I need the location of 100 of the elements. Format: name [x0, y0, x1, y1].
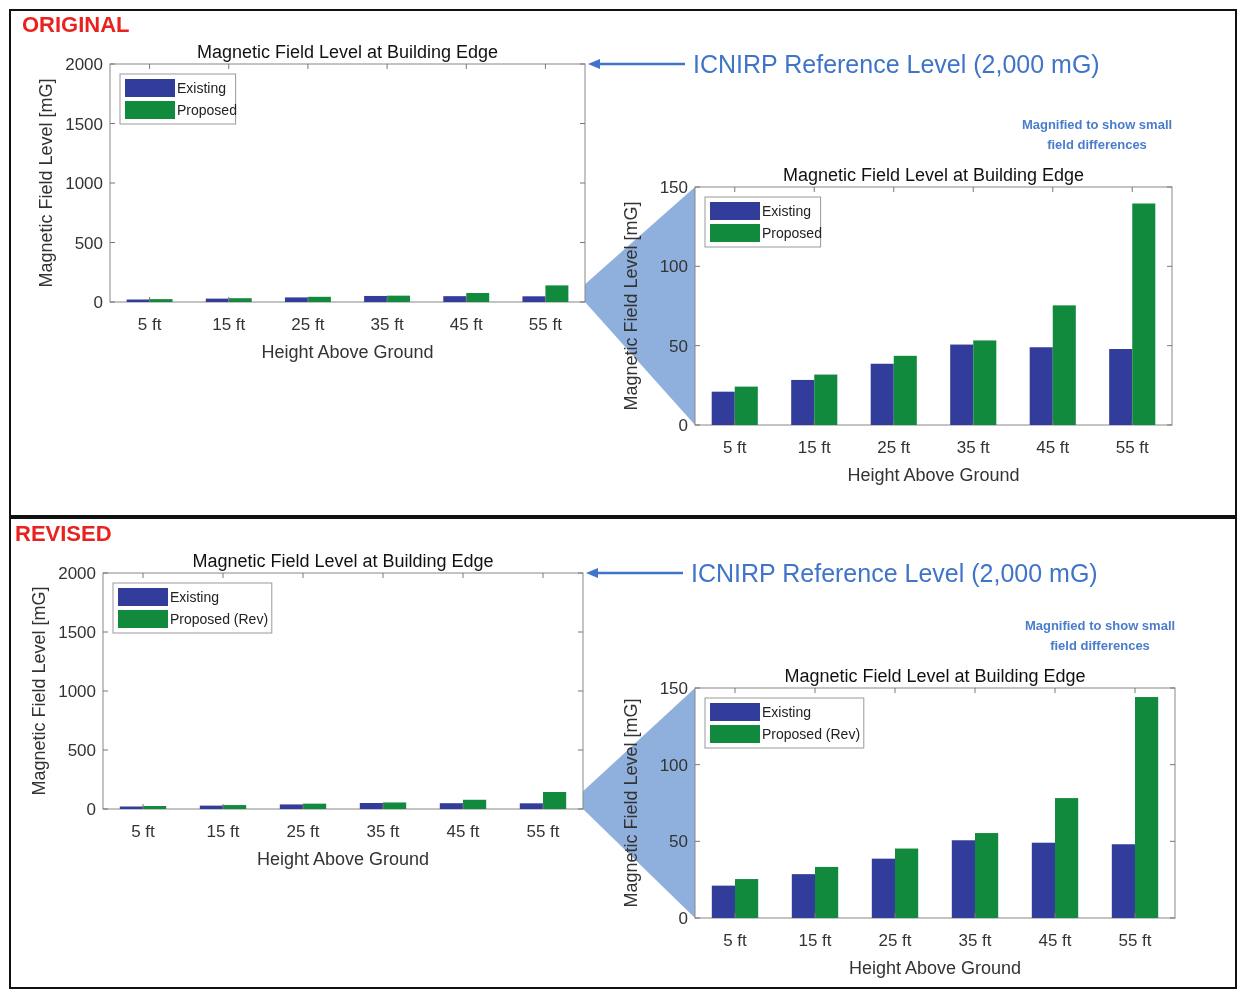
bar: [893, 355, 917, 425]
bar: [284, 297, 308, 302]
text: ICNIRP Reference Level (2,000 mG): [691, 559, 1098, 587]
text: Magnified to show small field differences: [1024, 618, 1176, 653]
bar: [439, 803, 463, 809]
y-tick-label: 2000: [58, 564, 96, 583]
bar: [223, 805, 247, 809]
bar: [711, 391, 735, 425]
bar: [1135, 697, 1159, 918]
text: Magnified to show small field differences: [1021, 117, 1173, 152]
x-axis-title: Height Above Ground: [848, 958, 1022, 978]
y-tick-label: 100: [659, 755, 688, 775]
x-axis-title: Height Above Ground: [256, 849, 430, 869]
x-tick-label: 15 ft: [212, 315, 246, 334]
bar: [279, 804, 303, 809]
x-tick-label: 45 ft: [449, 315, 484, 334]
y-tick-label: 100: [659, 257, 688, 277]
legend-label: Proposed: [177, 102, 237, 118]
bar: [814, 374, 838, 425]
x-tick-label: 15 ft: [797, 438, 832, 457]
y-axis-title: Magnetic Field Level [mG]: [36, 78, 56, 288]
y-tick-label: 0: [93, 293, 103, 312]
x-tick-label: 25 ft: [877, 438, 911, 457]
bar: [443, 296, 467, 302]
legend-label: Existing: [177, 80, 227, 96]
bar: [973, 340, 997, 425]
bar: [734, 386, 758, 425]
bar: [383, 802, 407, 809]
legend-label: Existing: [762, 704, 812, 720]
bar: [951, 840, 975, 918]
y-axis-title: Magnetic Field Level [mG]: [621, 201, 641, 411]
x-tick-label: 5 ft: [722, 438, 747, 457]
bar: [519, 803, 543, 809]
x-tick-label: 55 ft: [1118, 931, 1152, 950]
bar: [950, 344, 974, 425]
x-tick-label: 25 ft: [286, 822, 320, 841]
x-tick-label: 5 ft: [137, 315, 162, 334]
bar: [871, 858, 895, 918]
chart-title: Magnetic Field Level at Building Edge: [196, 42, 499, 62]
bar: [143, 806, 167, 809]
x-tick-label: 55 ft: [526, 822, 560, 841]
legend-label: Proposed: [762, 225, 822, 241]
y-tick-label: 1500: [65, 114, 103, 134]
bar: [1031, 842, 1055, 918]
x-tick-label: 35 ft: [958, 931, 992, 950]
y-tick-label: 150: [659, 178, 688, 197]
legend-label: Proposed (Rev): [170, 611, 269, 627]
x-tick-label: 25 ft: [878, 931, 912, 950]
text: ICNIRP Reference Level (2,000 mG): [693, 50, 1100, 78]
bar: [545, 285, 569, 302]
x-tick-label: 5 ft: [131, 822, 156, 841]
bar: [735, 879, 759, 918]
bar: [975, 833, 999, 918]
y-tick-label: 150: [659, 679, 688, 698]
bar: [522, 296, 546, 302]
legend-label: Proposed (Rev): [762, 726, 861, 742]
y-tick-label: 1500: [58, 623, 96, 642]
x-axis-title: Height Above Ground: [261, 342, 434, 362]
bar: [791, 379, 815, 425]
chart-title: Magnetic Field Level at Building Edge: [784, 666, 1086, 686]
y-tick-label: 0: [678, 416, 688, 435]
bar: [359, 803, 383, 809]
x-tick-label: 55 ft: [528, 315, 563, 334]
bar: [1052, 305, 1076, 425]
y-tick-label: 500: [67, 741, 96, 760]
bar: [815, 866, 839, 918]
bar: [149, 299, 173, 302]
x-tick-label: 15 ft: [206, 822, 240, 841]
y-tick-label: 2000: [65, 55, 103, 74]
legend-label: Existing: [762, 203, 812, 219]
bar: [228, 298, 252, 302]
bar: [895, 848, 919, 918]
bar: [791, 874, 815, 918]
bar: [1111, 844, 1135, 918]
y-tick-label: 50: [669, 832, 688, 852]
text: ORIGINAL: [22, 12, 130, 37]
bar: [1055, 798, 1079, 918]
chart-title: Magnetic Field Level at Building Edge: [192, 551, 494, 571]
y-axis-title: Magnetic Field Level [mG]: [621, 698, 641, 908]
bar: [466, 293, 490, 302]
x-tick-label: 55 ft: [1115, 438, 1150, 457]
y-axis-title: Magnetic Field Level [mG]: [29, 586, 49, 796]
chart-title: Magnetic Field Level at Building Edge: [782, 165, 1085, 185]
x-tick-label: 25 ft: [291, 315, 325, 334]
y-tick-label: 0: [678, 909, 688, 928]
x-tick-label: 15 ft: [798, 931, 832, 950]
x-axis-title: Height Above Ground: [847, 465, 1020, 485]
x-tick-label: 35 ft: [956, 438, 991, 457]
bar: [1132, 203, 1156, 425]
x-tick-label: 5 ft: [723, 931, 748, 950]
legend-label: Existing: [170, 589, 220, 605]
y-tick-label: 1000: [58, 682, 96, 701]
bar: [711, 885, 735, 918]
x-tick-label: 45 ft: [1038, 931, 1072, 950]
bar: [1029, 347, 1053, 425]
x-tick-label: 35 ft: [370, 315, 404, 334]
bar: [463, 799, 487, 809]
bar: [1109, 349, 1133, 425]
bar: [543, 792, 567, 809]
y-tick-label: 1000: [65, 174, 103, 193]
